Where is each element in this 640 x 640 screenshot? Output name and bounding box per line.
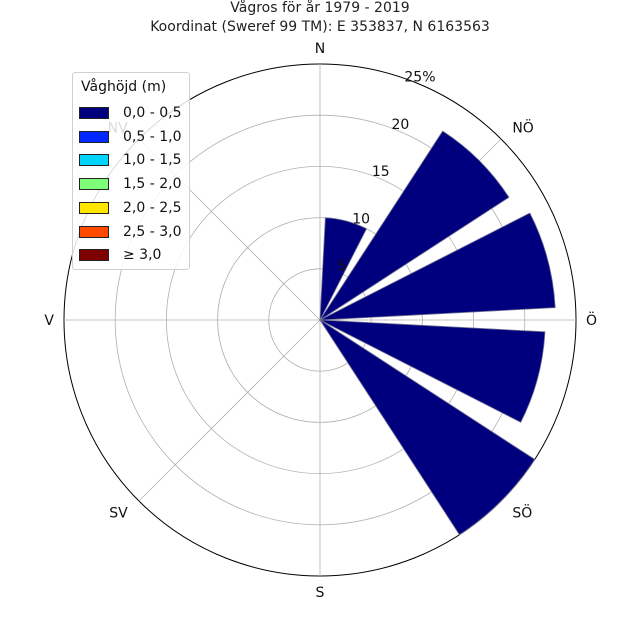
legend-label: 2,5 - 3,0 xyxy=(123,223,182,240)
chart-subtitle: Koordinat (Sweref 99 TM): E 353837, N 61… xyxy=(150,19,490,35)
chart-title: Vågros för år 1979 - 2019 xyxy=(230,0,410,16)
legend-swatch xyxy=(79,178,109,191)
legend-label: 0,0 - 0,5 xyxy=(123,105,182,121)
legend-entry: 2,5 - 3,0 xyxy=(79,223,181,241)
legend: Våghöjd (m) 0,0 - 0,5 0,5 - 1,0 1,0 - 1,5 1… xyxy=(72,72,190,270)
legend-title: Våghöjd (m) xyxy=(81,79,167,95)
radial-tick-label: 20 xyxy=(391,117,409,133)
direction-label: S xyxy=(316,585,325,601)
legend-label: 1,0 - 1,5 xyxy=(123,152,182,169)
legend-entry: 1,5 - 2,0 xyxy=(79,175,181,193)
legend-swatch xyxy=(79,130,109,143)
legend-swatch xyxy=(79,154,109,167)
direction-label: NÖ xyxy=(512,119,534,137)
legend-label: 1,5 - 2,0 xyxy=(123,176,182,193)
legend-entry: 0,5 - 1,0 xyxy=(79,128,181,146)
bar-sector xyxy=(319,130,510,321)
legend-swatch xyxy=(79,225,109,238)
radial-tick-label: 10 xyxy=(352,211,370,227)
legend-entry: 0,0 - 0,5 xyxy=(79,104,181,122)
direction-label: SÖ xyxy=(512,503,532,521)
direction-label: Ö xyxy=(586,311,597,329)
radial-tick-label: 5 xyxy=(337,259,346,275)
legend-entry: ≥ 3,0 xyxy=(79,246,161,264)
bar-sector xyxy=(319,217,368,321)
legend-label: ≥ 3,0 xyxy=(123,247,162,264)
direction-label: N xyxy=(315,41,325,57)
radial-tick-label: 25% xyxy=(404,69,435,85)
legend-label: 0,5 - 1,0 xyxy=(123,128,182,145)
legend-swatch xyxy=(79,249,109,262)
bar-sector xyxy=(319,319,536,536)
bar-sector xyxy=(319,319,546,423)
grid-spoke xyxy=(138,319,321,502)
direction-label: SV xyxy=(109,505,128,521)
radial-tick-label: 15 xyxy=(372,164,390,180)
direction-label: V xyxy=(44,313,54,329)
legend-entry: 2,0 - 2,5 xyxy=(79,199,181,217)
legend-swatch xyxy=(79,201,109,214)
legend-entry: 1,0 - 1,5 xyxy=(79,151,181,169)
legend-swatch xyxy=(79,107,109,119)
wind-rose-bars xyxy=(319,130,556,536)
bar-sector xyxy=(319,212,556,321)
legend-label: 2,0 - 2,5 xyxy=(123,199,182,216)
